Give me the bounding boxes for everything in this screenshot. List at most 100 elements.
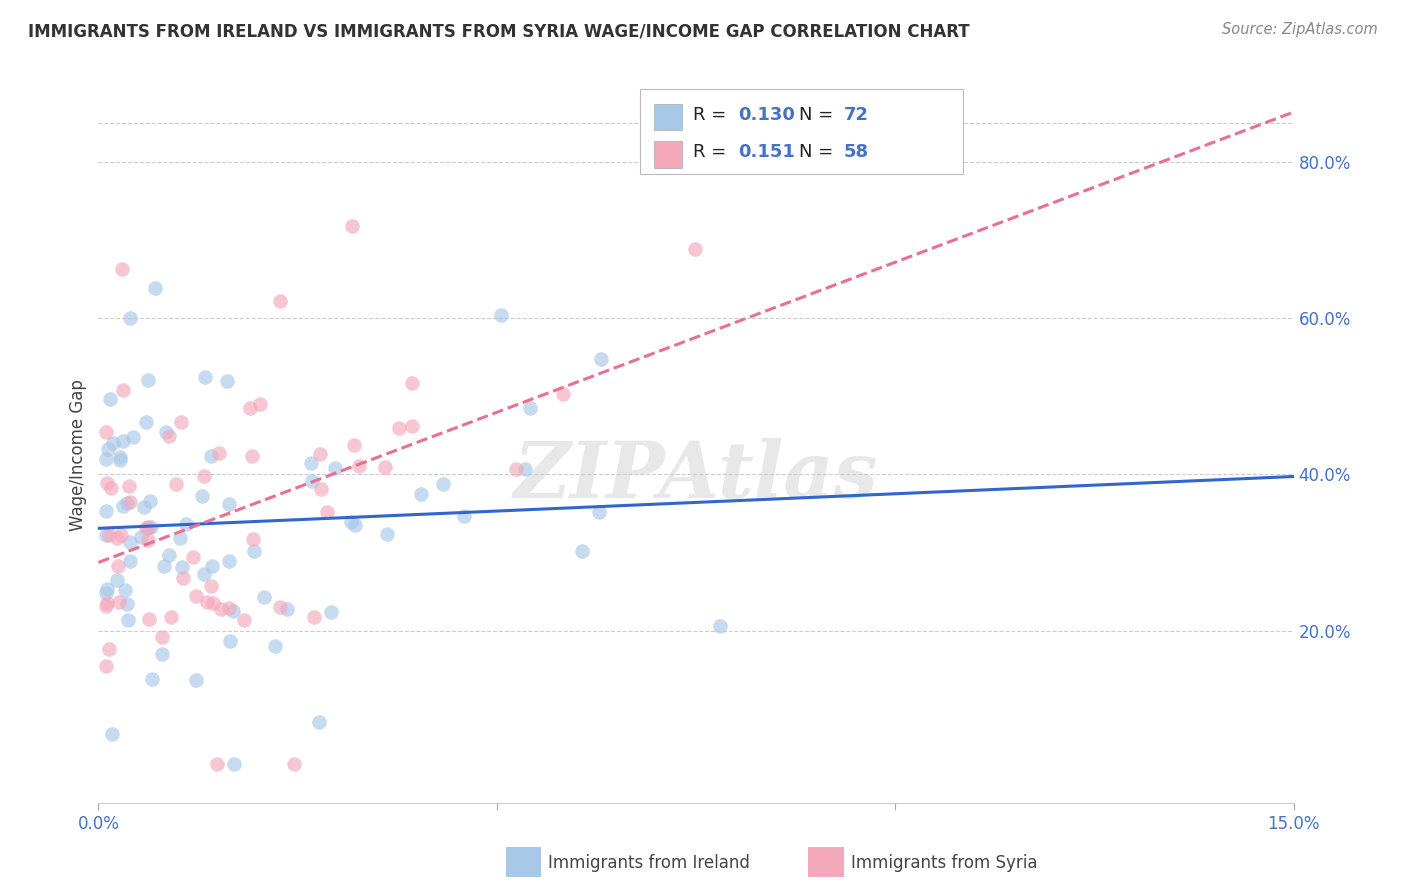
Point — [96, 582, 118, 597]
Text: IMMIGRANTS FROM IRELAND VS IMMIGRANTS FROM SYRIA WAGE/INCOME GAP CORRELATION CHA: IMMIGRANTS FROM IRELAND VS IMMIGRANTS FR… — [28, 22, 970, 40]
Point — [138, 520, 160, 534]
Point — [401, 418, 423, 433]
Point — [118, 479, 141, 493]
Point — [139, 493, 162, 508]
Text: Immigrants from Ireland: Immigrants from Ireland — [548, 854, 751, 871]
Point — [589, 351, 612, 366]
Point — [311, 483, 333, 497]
Point — [186, 673, 208, 688]
Point — [136, 372, 159, 386]
Point — [239, 401, 262, 415]
Text: R =: R = — [693, 106, 733, 124]
Point — [111, 262, 134, 277]
Point — [571, 543, 593, 558]
Point — [165, 476, 187, 491]
Point — [111, 499, 134, 513]
Point — [193, 567, 215, 582]
Point — [150, 630, 173, 644]
Point — [105, 532, 128, 546]
Point — [202, 596, 225, 610]
Text: 0.130: 0.130 — [738, 106, 794, 124]
Point — [100, 481, 122, 495]
Point — [96, 659, 118, 673]
Point — [551, 387, 574, 401]
Point — [316, 504, 339, 518]
Point — [343, 438, 366, 452]
Point — [174, 517, 197, 532]
Text: N =: N = — [799, 144, 838, 161]
Point — [96, 476, 118, 491]
Point — [108, 595, 131, 609]
Point — [96, 586, 118, 600]
Point — [221, 604, 243, 618]
Point — [96, 599, 118, 613]
Point — [108, 450, 131, 464]
Point — [401, 376, 423, 390]
Text: N =: N = — [799, 106, 838, 124]
Point — [218, 497, 240, 511]
Point — [432, 476, 454, 491]
Text: 72: 72 — [844, 106, 869, 124]
Point — [349, 459, 371, 474]
Point — [155, 425, 177, 439]
Point — [96, 452, 118, 467]
Point — [105, 573, 128, 587]
Point — [136, 533, 159, 547]
Point — [159, 609, 181, 624]
Point — [181, 550, 204, 565]
Point — [269, 294, 291, 309]
Point — [112, 383, 135, 397]
Point — [489, 308, 512, 322]
Point — [299, 456, 322, 470]
Point — [135, 415, 157, 429]
Point — [118, 534, 141, 549]
Text: Source: ZipAtlas.com: Source: ZipAtlas.com — [1222, 22, 1378, 37]
Point — [283, 756, 305, 771]
Point — [276, 602, 298, 616]
Point — [157, 429, 180, 443]
Point — [240, 449, 263, 463]
Point — [153, 558, 176, 573]
Point — [340, 219, 363, 233]
Point — [121, 430, 143, 444]
Point — [709, 619, 731, 633]
Point — [100, 727, 122, 741]
Point — [96, 504, 118, 518]
Point — [138, 612, 160, 626]
Point — [191, 489, 214, 503]
Point — [243, 544, 266, 558]
Text: 0.151: 0.151 — [738, 144, 794, 161]
Point — [170, 560, 193, 574]
Point — [97, 442, 120, 456]
Point — [115, 496, 138, 510]
Text: R =: R = — [693, 144, 733, 161]
Point — [136, 521, 159, 535]
Point — [309, 447, 332, 461]
Point — [150, 647, 173, 661]
Point — [249, 397, 271, 411]
Point — [195, 595, 218, 609]
Point — [101, 435, 124, 450]
Point — [117, 597, 139, 611]
Point — [184, 589, 207, 603]
Point — [340, 515, 363, 529]
Point — [111, 434, 134, 449]
Point — [519, 401, 541, 416]
Point — [120, 311, 142, 326]
Point — [209, 602, 232, 616]
Point — [132, 500, 155, 515]
Point — [453, 508, 475, 523]
Point — [233, 613, 256, 627]
Point — [224, 756, 246, 771]
Point — [219, 634, 242, 648]
Point — [325, 461, 347, 475]
Point — [217, 374, 239, 388]
Point — [201, 558, 224, 573]
Point — [513, 462, 536, 476]
Point — [170, 415, 193, 429]
Point — [141, 673, 163, 687]
Point — [114, 582, 136, 597]
Point — [308, 714, 330, 729]
Point — [319, 605, 342, 619]
Point — [218, 554, 240, 568]
